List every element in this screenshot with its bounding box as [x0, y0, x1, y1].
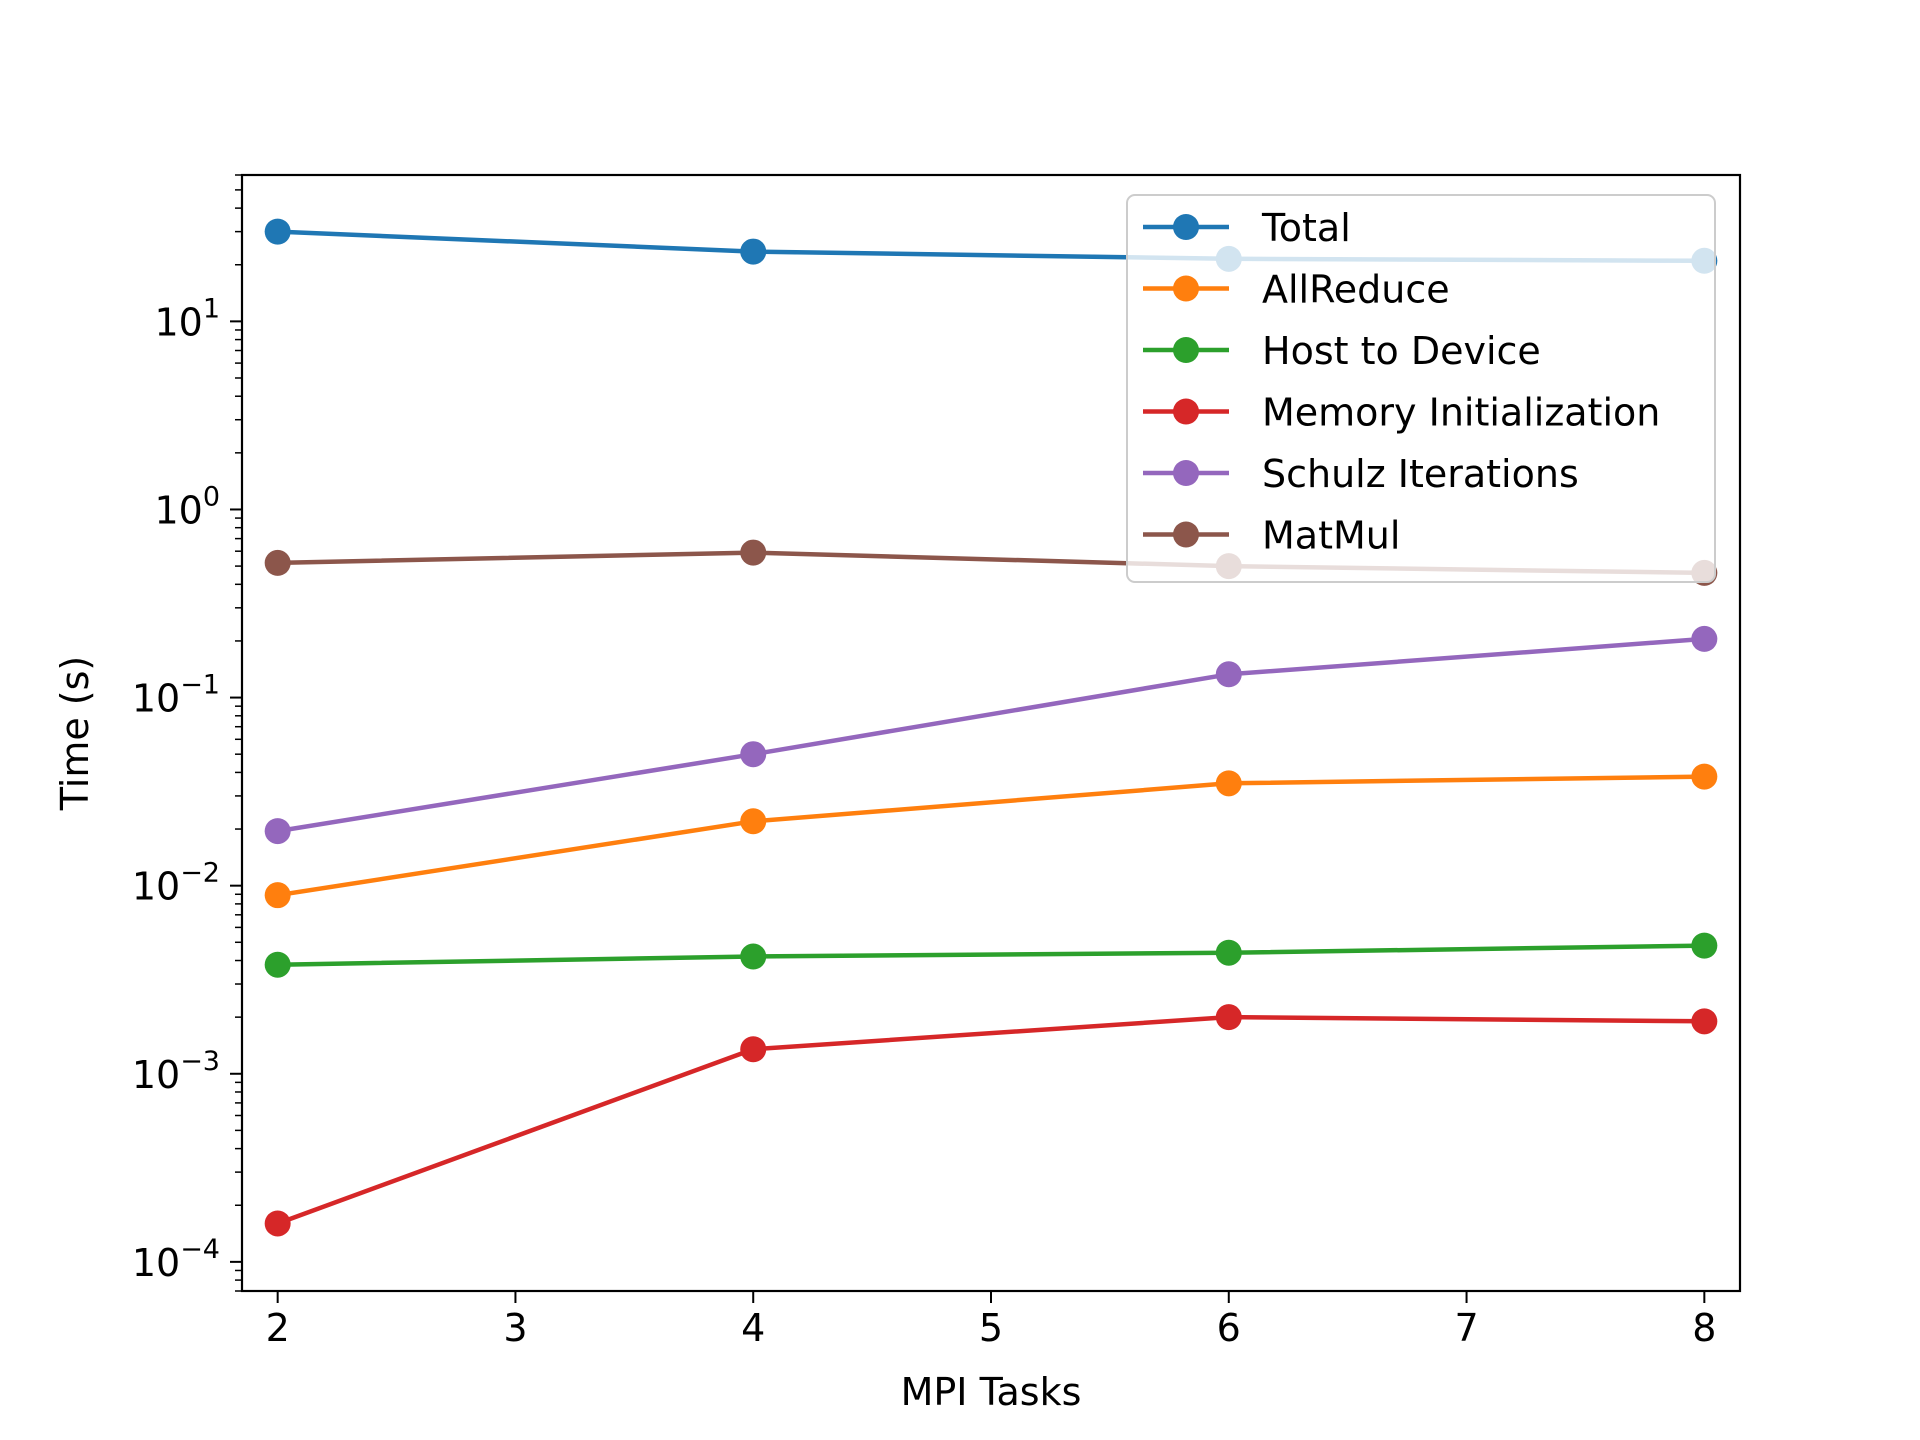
legend-marker: [1173, 337, 1199, 363]
data-point: [1691, 1008, 1718, 1035]
y-tick-label: 10−2: [132, 858, 220, 909]
legend-item: Memory Initialization: [1143, 391, 1660, 435]
legend-marker: [1173, 275, 1199, 302]
x-axis-label: MPI Tasks: [901, 1370, 1082, 1414]
legend-marker: [1173, 214, 1199, 240]
x-tick-label: 5: [979, 1306, 1003, 1350]
data-point: [264, 218, 291, 245]
data-point: [1215, 1004, 1242, 1031]
legend-item: AllReduce: [1143, 268, 1450, 312]
data-point: [264, 1210, 291, 1237]
series-layer: [264, 218, 1718, 1237]
y-tick-label: 101: [154, 293, 220, 344]
legend-label: MatMul: [1262, 514, 1400, 558]
legend-label: AllReduce: [1262, 268, 1450, 312]
legend-label: Host to Device: [1262, 329, 1541, 373]
legend-item: Schulz Iterations: [1143, 452, 1579, 496]
data-point: [1215, 661, 1242, 688]
data-point: [740, 238, 767, 265]
legend-marker: [1173, 398, 1199, 425]
data-point: [1691, 625, 1718, 652]
series-line: [276, 1014, 1705, 1226]
series-line: [277, 774, 1705, 898]
legend-marker: [1173, 521, 1199, 548]
x-tick-label: 7: [1454, 1306, 1478, 1350]
data-point: [1691, 763, 1718, 790]
x-tick-label: 8: [1692, 1306, 1716, 1350]
series-allreduce: [264, 763, 1718, 909]
y-tick-label: 10−3: [132, 1046, 220, 1097]
data-point: [1215, 770, 1242, 797]
data-point: [740, 808, 767, 835]
x-axis: 2 3 4 5 6 7 8: [266, 1291, 1716, 1350]
series-host-to-device: [264, 932, 1718, 978]
data-point: [264, 951, 291, 978]
y-tick-label: 10−1: [132, 670, 220, 721]
legend-marker: [1173, 460, 1199, 486]
data-point: [1691, 932, 1718, 959]
series-line: [277, 943, 1705, 967]
legend-label: Total: [1261, 206, 1351, 250]
x-tick-label: 4: [741, 1306, 765, 1350]
data-point: [740, 943, 767, 970]
legend-label: Schulz Iterations: [1262, 452, 1579, 496]
legend-item: Host to Device: [1143, 329, 1541, 373]
y-axis: 10−4 10−3 10−2 10−1 100 101: [132, 174, 242, 1292]
x-tick-label: 2: [266, 1306, 290, 1350]
y-tick-label: 100: [154, 481, 220, 532]
legend-box: [1126, 194, 1716, 583]
legend-item: MatMul: [1143, 514, 1400, 558]
series-memory-initialization: [264, 1004, 1718, 1237]
data-point: [740, 741, 767, 768]
x-tick-label: 6: [1217, 1306, 1241, 1350]
legend-item: Total: [1143, 206, 1351, 250]
y-axis-label: Time (s): [53, 656, 97, 812]
data-point: [740, 1036, 767, 1063]
data-point: [264, 549, 291, 576]
x-tick-label: 3: [503, 1306, 527, 1350]
y-tick-label: 10−4: [132, 1234, 220, 1285]
data-point: [264, 818, 291, 845]
legend-label: Memory Initialization: [1262, 391, 1660, 435]
data-point: [1215, 939, 1242, 966]
legend: Total AllReduce Host to Device Memory Initi…: [1126, 194, 1716, 583]
series-line: [277, 636, 1705, 834]
data-point: [740, 539, 767, 566]
series-schulz-iterations: [264, 625, 1718, 845]
data-point: [264, 882, 291, 909]
